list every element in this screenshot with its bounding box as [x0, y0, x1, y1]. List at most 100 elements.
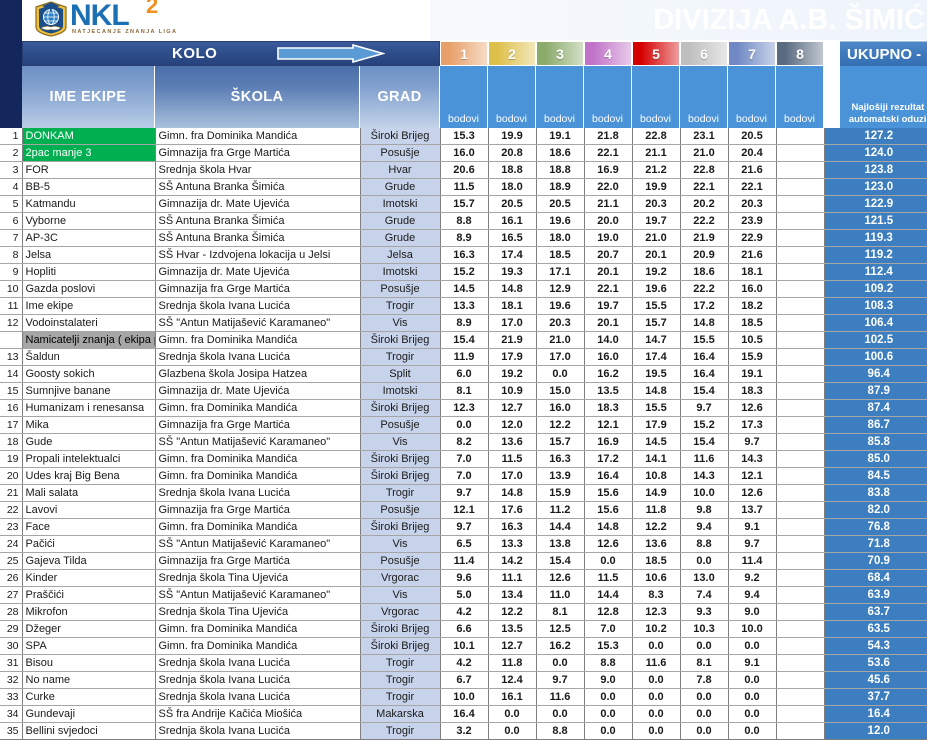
cell-points-round-8[interactable] [776, 433, 825, 452]
cell-points-round-6[interactable]: 22.2 [680, 280, 729, 299]
cell-team-name[interactable]: Mikrofon [22, 603, 156, 622]
cell-points-round-7[interactable]: 9.0 [728, 603, 777, 622]
cell-points-round-3[interactable]: 18.9 [536, 178, 585, 197]
cell-city[interactable]: Imotski [360, 263, 441, 282]
cell-points-round-6[interactable]: 20.2 [680, 195, 729, 214]
cell-school[interactable]: Gimn. fra Dominika Mandića [155, 450, 361, 469]
cell-total[interactable]: 83.8 [824, 484, 927, 503]
cell-points-round-8[interactable] [776, 501, 825, 520]
cell-points-round-2[interactable]: 19.2 [488, 365, 537, 384]
cell-total[interactable]: 84.5 [824, 467, 927, 486]
cell-school[interactable]: Gimn. fra Dominika Mandića [155, 518, 361, 537]
cell-points-round-2[interactable]: 11.8 [488, 654, 537, 673]
round-header-1[interactable]: 1 [440, 41, 488, 66]
cell-points-round-7[interactable]: 18.3 [728, 382, 777, 401]
cell-rank[interactable]: 8 [0, 246, 23, 265]
round-header-3[interactable]: 3 [536, 41, 584, 66]
cell-points-round-5[interactable]: 20.3 [632, 195, 681, 214]
table-row[interactable]: 29 Džeger Gimn. fra Dominika Mandića Široki… [0, 620, 927, 639]
cell-rank[interactable]: 13 [0, 348, 23, 367]
cell-points-round-2[interactable]: 14.8 [488, 280, 537, 299]
cell-rank[interactable]: 27 [0, 586, 23, 605]
cell-city[interactable]: Trogir [360, 688, 441, 707]
cell-points-round-4[interactable]: 21.8 [584, 128, 633, 146]
cell-points-round-1[interactable]: 14.5 [440, 280, 489, 299]
cell-team-name[interactable]: Katmandu [22, 195, 156, 214]
round-header-4[interactable]: 4 [584, 41, 632, 66]
cell-total[interactable]: 85.8 [824, 433, 927, 452]
cell-points-round-3[interactable]: 21.0 [536, 331, 585, 350]
cell-city[interactable]: Trogir [360, 654, 441, 673]
cell-points-round-1[interactable]: 13.3 [440, 297, 489, 316]
cell-points-round-6[interactable]: 15.2 [680, 416, 729, 435]
cell-points-round-7[interactable]: 12.6 [728, 399, 777, 418]
cell-points-round-5[interactable]: 15.7 [632, 314, 681, 333]
cell-points-round-6[interactable]: 9.3 [680, 603, 729, 622]
cell-points-round-2[interactable]: 21.9 [488, 331, 537, 350]
cell-school[interactable]: Gimn. fra Dominika Mandića [155, 128, 361, 146]
cell-points-round-6[interactable]: 15.4 [680, 382, 729, 401]
cell-points-round-8[interactable] [776, 450, 825, 469]
table-row[interactable]: 28 Mikrofon Srednja škola Tina Ujevića Vrgo… [0, 603, 927, 622]
cell-team-name[interactable]: Vyborne [22, 212, 156, 231]
cell-points-round-5[interactable]: 15.5 [632, 297, 681, 316]
cell-school[interactable]: Gimnazija fra Grge Martića [155, 501, 361, 520]
cell-points-round-7[interactable]: 12.6 [728, 484, 777, 503]
cell-points-round-1[interactable]: 15.4 [440, 331, 489, 350]
cell-points-round-4[interactable]: 16.9 [584, 161, 633, 180]
cell-points-round-8[interactable] [776, 671, 825, 690]
cell-points-round-2[interactable]: 16.1 [488, 688, 537, 707]
cell-team-name[interactable]: Sumnjive banane [22, 382, 156, 401]
cell-points-round-5[interactable]: 14.8 [632, 382, 681, 401]
cell-total[interactable]: 63.5 [824, 620, 927, 639]
cell-points-round-3[interactable]: 19.1 [536, 128, 585, 146]
cell-rank[interactable]: 9 [0, 263, 23, 282]
cell-points-round-4[interactable]: 20.1 [584, 263, 633, 282]
cell-points-round-8[interactable] [776, 569, 825, 588]
cell-points-round-5[interactable]: 13.6 [632, 535, 681, 554]
cell-school[interactable]: Gimn. fra Dominika Mandića [155, 399, 361, 418]
cell-points-round-7[interactable]: 9.1 [728, 654, 777, 673]
cell-total[interactable]: 68.4 [824, 569, 927, 588]
cell-total[interactable]: 45.6 [824, 671, 927, 690]
cell-total[interactable]: 53.6 [824, 654, 927, 673]
cell-points-round-5[interactable]: 21.0 [632, 229, 681, 248]
cell-team-name[interactable]: DONKAM [22, 128, 156, 146]
cell-city[interactable]: Vrgorac [360, 569, 441, 588]
cell-points-round-8[interactable] [776, 144, 825, 163]
cell-points-round-3[interactable]: 13.9 [536, 467, 585, 486]
cell-points-round-1[interactable]: 8.9 [440, 314, 489, 333]
cell-points-round-7[interactable]: 0.0 [728, 671, 777, 690]
cell-total[interactable]: 123.0 [824, 178, 927, 197]
cell-points-round-8[interactable] [776, 654, 825, 673]
cell-points-round-5[interactable]: 14.9 [632, 484, 681, 503]
cell-points-round-2[interactable]: 11.5 [488, 450, 537, 469]
cell-points-round-5[interactable]: 19.5 [632, 365, 681, 384]
cell-points-round-7[interactable]: 21.6 [728, 161, 777, 180]
cell-points-round-1[interactable]: 3.2 [440, 722, 489, 740]
cell-school[interactable]: Gimnazija dr. Mate Ujevića [155, 195, 361, 214]
cell-points-round-8[interactable] [776, 314, 825, 333]
cell-total[interactable]: 102.5 [824, 331, 927, 350]
cell-total[interactable]: 106.4 [824, 314, 927, 333]
cell-points-round-5[interactable]: 21.2 [632, 161, 681, 180]
cell-points-round-5[interactable]: 19.2 [632, 263, 681, 282]
cell-points-round-2[interactable]: 19.9 [488, 128, 537, 146]
cell-points-round-6[interactable]: 15.4 [680, 433, 729, 452]
cell-points-round-5[interactable]: 19.9 [632, 178, 681, 197]
cell-points-round-1[interactable]: 6.5 [440, 535, 489, 554]
cell-city[interactable]: Posušje [360, 144, 441, 163]
cell-points-round-1[interactable]: 7.0 [440, 467, 489, 486]
cell-points-round-6[interactable]: 22.2 [680, 212, 729, 231]
cell-points-round-5[interactable]: 18.5 [632, 552, 681, 571]
table-row[interactable]: 13 Šaldun Srednja škola Ivana Lucića Trogir… [0, 348, 927, 367]
cell-points-round-4[interactable]: 15.3 [584, 637, 633, 656]
cell-points-round-3[interactable]: 0.0 [536, 654, 585, 673]
table-row[interactable]: 14 Goosty sokich Glazbena škola Josipa Hat… [0, 365, 927, 384]
cell-points-round-8[interactable] [776, 603, 825, 622]
cell-points-round-7[interactable]: 0.0 [728, 637, 777, 656]
cell-team-name[interactable]: Šaldun [22, 348, 156, 367]
cell-school[interactable]: Srednja škola Tina Ujevića [155, 569, 361, 588]
cell-city[interactable]: Trogir [360, 297, 441, 316]
cell-points-round-6[interactable]: 9.4 [680, 518, 729, 537]
